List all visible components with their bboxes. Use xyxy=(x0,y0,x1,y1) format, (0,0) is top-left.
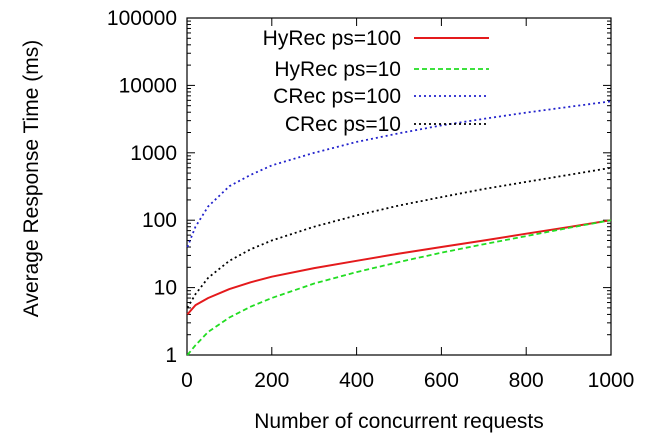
x-tick-label: 1000 xyxy=(588,369,635,392)
x-ticks: 0 200 400 600 800 1000 xyxy=(181,18,634,392)
y-tick-label: 1000 xyxy=(130,142,177,165)
y-tick-label: 10000 xyxy=(119,74,177,97)
legend-label: HyRec ps=100 xyxy=(263,27,401,50)
y-axis-label: Average Response Time (ms) xyxy=(20,40,43,317)
legend: HyRec ps=100 HyRec ps=10 CRec ps=100 CRec p… xyxy=(263,27,489,136)
x-tick-label: 800 xyxy=(509,369,544,392)
legend-label: HyRec ps=10 xyxy=(274,58,401,81)
x-tick-label: 0 xyxy=(181,369,193,392)
y-ticks: 1 10 100 1000 10000 100000 xyxy=(107,7,611,367)
y-tick-label: 1 xyxy=(165,344,177,367)
x-axis-label: Number of concurrent requests xyxy=(254,410,543,433)
legend-label: CRec ps=10 xyxy=(285,113,401,136)
plot-frame xyxy=(186,17,612,356)
y-tick-label: 100 xyxy=(142,209,177,232)
axes xyxy=(186,17,612,356)
series-group xyxy=(186,100,612,356)
y-tick-label: 10 xyxy=(154,277,177,300)
y-tick-label: 100000 xyxy=(107,7,177,30)
x-tick-label: 400 xyxy=(339,369,374,392)
legend-label: CRec ps=100 xyxy=(273,85,401,108)
series-line-3 xyxy=(186,100,612,248)
series-line-1 xyxy=(186,219,612,316)
x-tick-label: 200 xyxy=(254,369,289,392)
x-tick-label: 600 xyxy=(424,369,459,392)
series-line-4 xyxy=(186,166,612,309)
series-line-2 xyxy=(186,219,612,356)
